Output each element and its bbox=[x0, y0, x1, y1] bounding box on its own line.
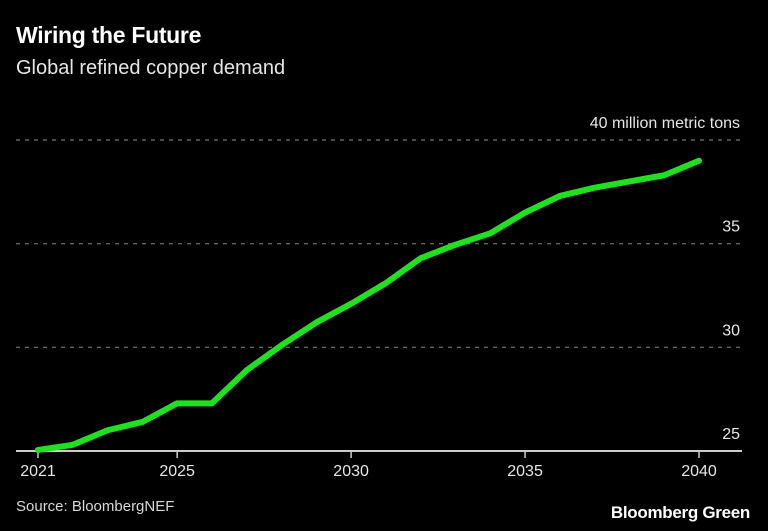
chart-subtitle: Global refined copper demand bbox=[16, 57, 286, 79]
source-note: Source: BloombergNEF bbox=[16, 498, 175, 515]
x-tick-label: 2025 bbox=[159, 463, 195, 480]
y-tick-label: 40 million metric tons bbox=[590, 115, 740, 132]
x-tick-label: 2035 bbox=[507, 463, 543, 480]
x-tick-label: 2040 bbox=[681, 463, 717, 480]
y-tick-label: 25 bbox=[722, 426, 740, 443]
x-tick-label: 2030 bbox=[333, 463, 369, 480]
y-tick-label: 30 bbox=[722, 322, 740, 339]
brand-logo: Bloomberg Green bbox=[610, 503, 750, 522]
y-tick-label: 35 bbox=[722, 219, 740, 236]
chart-title: Wiring the Future bbox=[16, 22, 202, 48]
series-line bbox=[35, 157, 702, 453]
x-tick-label: 2021 bbox=[20, 463, 56, 480]
